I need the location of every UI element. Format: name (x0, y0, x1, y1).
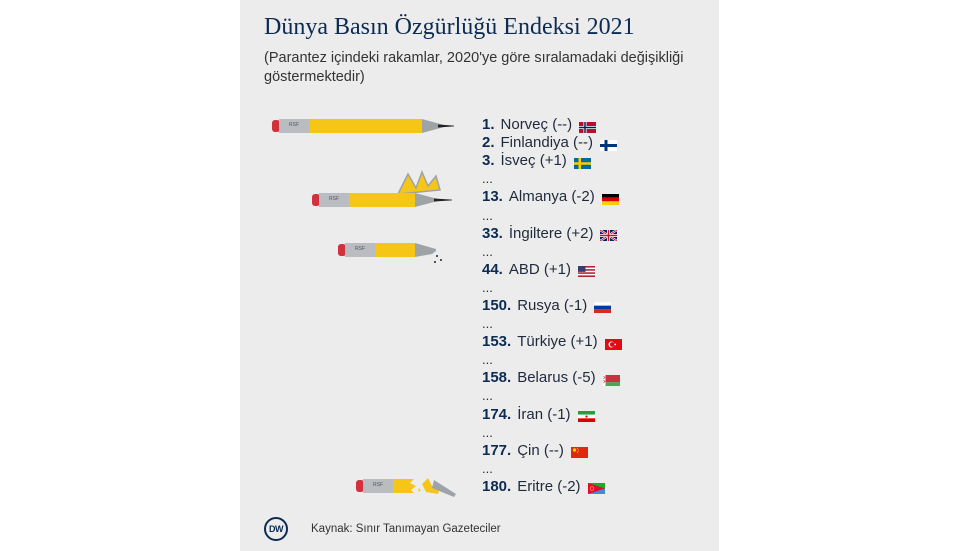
country-label: İran (-1) (517, 405, 571, 423)
rank-row: 180. Eritre (-2) (482, 478, 712, 496)
pencil-snapped-icon: RSF (356, 478, 456, 497)
rank-number: 3. (482, 152, 495, 170)
china-flag-icon (570, 445, 588, 459)
belarus-flag-icon (602, 373, 620, 386)
page-title: Dünya Basın Özgürlüğü Endeksi 2021 (264, 14, 635, 40)
country-label: Çin (--) (517, 441, 564, 459)
country-label: Türkiye (+1) (517, 333, 598, 351)
ranking-list: 1. Norveç (--) 2. Finlandiya (--) 3. İsveç (+… (482, 116, 712, 496)
pencil-broken-tip-icon: RSF (338, 243, 442, 263)
germany-flag-icon (601, 192, 619, 205)
rank-row: 1. Norveç (--) (482, 116, 712, 134)
eritrea-flag-icon (587, 481, 605, 495)
footer: DW Kaynak: Sınır Tanımayan Gazeteciler (264, 517, 501, 541)
rank-number: 180. (482, 477, 512, 495)
source-note: Kaynak: Sınır Tanımayan Gazeteciler (311, 523, 501, 535)
rank-number: 177. (482, 441, 512, 459)
rank-number: 1. (482, 116, 495, 133)
ellipsis-row: ... (482, 388, 493, 404)
pencil-label: RSF (373, 482, 383, 488)
ellipsis-row: ... (482, 460, 493, 476)
dw-logo-icon: DW (264, 517, 288, 541)
page-subtitle: (Parantez içindeki rakamlar, 2020'ye gör… (264, 50, 684, 85)
ellipsis-row: ... (482, 243, 493, 259)
finland-flag-icon (600, 138, 618, 151)
infographic-card: Dünya Basın Özgürlüğü Endeksi 2021 (Para… (240, 0, 719, 551)
norway-flag-icon (579, 120, 597, 133)
country-label: İsveç (+1) (500, 152, 567, 170)
ellipsis-row: ... (482, 352, 493, 368)
rank-number: 158. (482, 369, 512, 387)
rank-number: 174. (482, 405, 512, 423)
country-label: İngiltere (+2) (508, 224, 594, 242)
turkey-flag-icon (604, 337, 622, 350)
russia-flag-icon (594, 300, 612, 314)
rank-row: 13. Almanya (-2) (482, 188, 712, 206)
ellipsis-row: ... (482, 207, 493, 223)
rank-number: 2. (482, 134, 495, 152)
sweden-flag-icon (573, 156, 591, 169)
pencil-icon: RSF (272, 119, 454, 133)
rank-row: 174. İran (-1) (482, 406, 712, 424)
iran-flag-icon (577, 409, 595, 423)
country-label: Finlandiya (--) (500, 134, 594, 152)
rank-number: 33. (482, 224, 503, 242)
rank-row: 33. İngiltere (+2) (482, 225, 712, 243)
rank-number: 13. (482, 188, 503, 206)
pencil-label: RSF (289, 122, 299, 128)
country-label: Eritre (-2) (517, 477, 581, 495)
rank-row: 153. Türkiye (+1) (482, 333, 712, 351)
pencil-shavings-icon: RSF (312, 169, 452, 207)
rank-row: 2. Finlandiya (--) (482, 134, 712, 152)
rank-row: 158. Belarus (-5) (482, 369, 712, 387)
pencil-label: RSF (329, 196, 339, 202)
rank-number: 153. (482, 333, 512, 351)
rank-number: 150. (482, 296, 512, 314)
rank-number: 44. (482, 260, 503, 278)
country-label: Belarus (-5) (517, 369, 596, 387)
usa-flag-icon (577, 264, 595, 278)
rank-row: 3. İsveç (+1) (482, 152, 712, 170)
country-label: Almanya (-2) (508, 188, 595, 206)
country-label: Norveç (--) (500, 116, 573, 133)
ellipsis-row: ... (482, 279, 493, 295)
pencil-label: RSF (355, 246, 365, 252)
ellipsis-row: ... (482, 424, 493, 440)
rank-row: 44. ABD (+1) (482, 261, 712, 279)
uk-flag-icon (599, 228, 619, 243)
rank-row: 150. Rusya (-1) (482, 297, 712, 315)
ellipsis-row: ... (482, 171, 493, 187)
country-label: Rusya (-1) (517, 296, 588, 314)
ellipsis-row: ... (482, 316, 493, 332)
rank-row: 177. Çin (--) (482, 442, 712, 460)
country-label: ABD (+1) (508, 260, 571, 278)
